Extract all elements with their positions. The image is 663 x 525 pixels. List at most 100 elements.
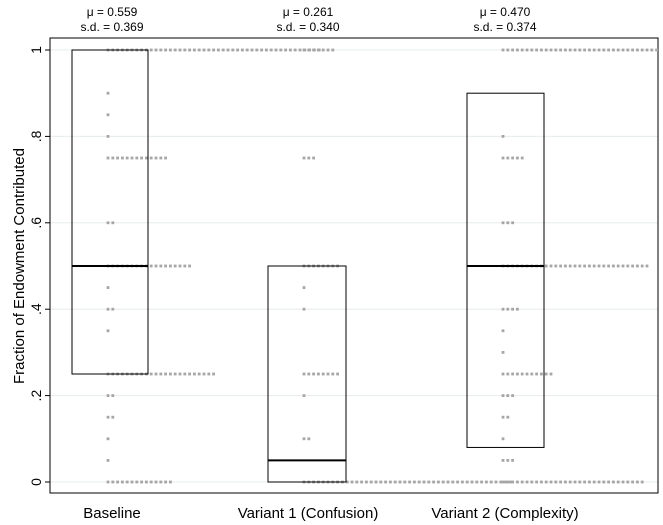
data-dot bbox=[422, 480, 426, 484]
data-dot bbox=[384, 480, 387, 484]
data-dot bbox=[616, 264, 620, 268]
data-dot bbox=[188, 264, 191, 268]
data-dot bbox=[446, 480, 450, 484]
data-dot bbox=[183, 264, 187, 268]
data-dot bbox=[612, 480, 615, 484]
data-dot bbox=[602, 264, 606, 268]
data-dot bbox=[130, 480, 134, 484]
data-dot bbox=[640, 264, 644, 268]
data-dot bbox=[106, 329, 110, 333]
data-dot bbox=[164, 156, 167, 160]
data-dot bbox=[403, 480, 407, 484]
data-dot bbox=[135, 480, 139, 484]
data-dot bbox=[178, 264, 182, 268]
data-dot bbox=[549, 48, 553, 52]
data-dot bbox=[621, 480, 625, 484]
data-dot bbox=[511, 156, 514, 160]
data-dot bbox=[544, 48, 548, 52]
data-dot bbox=[164, 264, 167, 268]
data-dot bbox=[159, 48, 163, 52]
data-dot bbox=[307, 156, 311, 160]
data-dot bbox=[197, 48, 201, 52]
data-dot bbox=[159, 264, 163, 268]
dot-series bbox=[106, 48, 658, 484]
iqr-box bbox=[466, 92, 545, 448]
data-dot bbox=[149, 372, 153, 376]
mean-label: μ = 0.559 bbox=[87, 5, 138, 19]
data-dot bbox=[178, 372, 182, 376]
data-dot bbox=[360, 480, 363, 484]
data-dot bbox=[212, 48, 215, 52]
sd-label: s.d. = 0.374 bbox=[473, 20, 536, 34]
data-dot bbox=[612, 48, 615, 52]
data-dot bbox=[578, 480, 582, 484]
data-dot bbox=[506, 156, 510, 160]
y-tick-label: 1 bbox=[28, 46, 44, 54]
data-dot bbox=[202, 372, 206, 376]
data-dot bbox=[231, 48, 235, 52]
data-dot bbox=[159, 372, 163, 376]
data-dot bbox=[568, 264, 572, 268]
data-dot bbox=[568, 480, 572, 484]
data-dot bbox=[116, 156, 119, 160]
data-dot bbox=[516, 156, 519, 160]
y-tick-label: .8 bbox=[28, 130, 44, 142]
data-dot bbox=[525, 372, 529, 376]
data-dot bbox=[554, 480, 558, 484]
data-dot bbox=[350, 480, 354, 484]
data-dot bbox=[564, 264, 567, 268]
data-dot bbox=[111, 221, 115, 225]
data-dot bbox=[480, 480, 483, 484]
data-dot bbox=[178, 48, 182, 52]
data-dot bbox=[461, 480, 464, 484]
data-dot bbox=[501, 372, 505, 376]
data-dot bbox=[173, 48, 177, 52]
data-dot bbox=[506, 459, 510, 462]
data-dot bbox=[183, 48, 187, 52]
data-dot bbox=[145, 480, 148, 484]
data-dot bbox=[106, 415, 110, 419]
data-dot bbox=[588, 48, 591, 52]
data-dot bbox=[636, 264, 639, 268]
data-dot bbox=[511, 48, 514, 52]
data-dot bbox=[511, 307, 514, 311]
data-dot bbox=[631, 264, 634, 268]
data-dot bbox=[140, 480, 143, 484]
y-tick-label: .2 bbox=[28, 390, 44, 402]
data-dot bbox=[516, 307, 519, 311]
data-dot bbox=[501, 437, 505, 441]
data-dot bbox=[245, 48, 249, 52]
data-dot bbox=[509, 480, 512, 484]
data-dot bbox=[125, 480, 129, 484]
data-dot bbox=[549, 480, 553, 484]
data-dot bbox=[212, 372, 215, 376]
data-dot bbox=[293, 48, 297, 52]
data-dot bbox=[501, 307, 505, 311]
data-dot bbox=[159, 156, 163, 160]
data-dot bbox=[265, 48, 268, 52]
data-dot bbox=[284, 48, 287, 52]
data-dot bbox=[302, 286, 306, 289]
data-dot bbox=[298, 48, 302, 52]
data-dot bbox=[111, 156, 115, 160]
mean-label: μ = 0.261 bbox=[283, 5, 334, 19]
iqr-box bbox=[71, 49, 149, 375]
data-dot bbox=[408, 480, 411, 484]
data-dot bbox=[307, 437, 311, 441]
data-dot bbox=[645, 48, 649, 52]
data-dot bbox=[135, 156, 139, 160]
data-dot bbox=[645, 264, 649, 268]
data-dot bbox=[597, 48, 601, 52]
data-dot bbox=[456, 480, 459, 484]
data-dot bbox=[549, 264, 553, 268]
data-dot bbox=[511, 459, 514, 462]
data-dot bbox=[250, 48, 254, 52]
data-dot bbox=[504, 480, 507, 484]
data-dot bbox=[111, 307, 115, 311]
data-dot bbox=[640, 480, 644, 484]
data-dot bbox=[312, 372, 315, 376]
data-dot bbox=[501, 394, 505, 397]
data-dot bbox=[516, 480, 519, 484]
data-dot bbox=[520, 48, 524, 52]
data-dot bbox=[506, 48, 510, 52]
